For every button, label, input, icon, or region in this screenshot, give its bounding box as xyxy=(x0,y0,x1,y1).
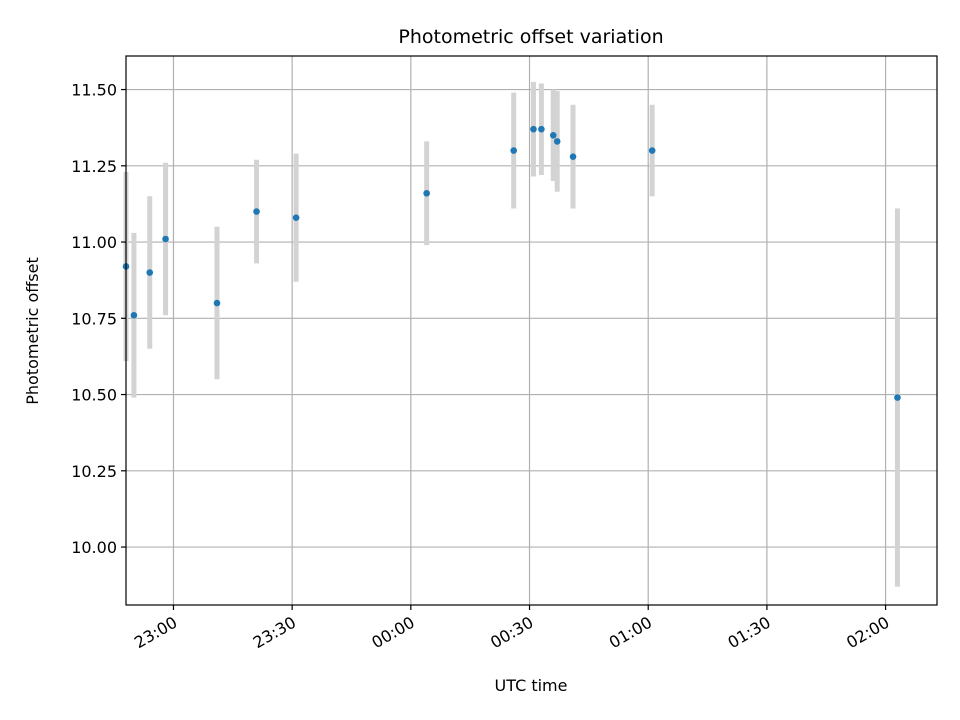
data-point xyxy=(146,269,154,276)
data-point xyxy=(549,132,557,139)
data-point xyxy=(213,299,221,307)
data-point xyxy=(510,147,517,154)
y-axis-label: Photometric offset xyxy=(23,257,42,405)
y-tick-label: 10.25 xyxy=(71,462,117,481)
chart-title: Photometric offset variation xyxy=(398,26,663,48)
y-tick-label: 11.25 xyxy=(71,157,117,176)
x-axis-label: UTC time xyxy=(495,676,568,695)
data-point xyxy=(130,311,138,319)
data-point xyxy=(162,235,169,243)
y-axis-ticks: 10.00 10.25 10.50 10.75 11.00 11.25 11.50 xyxy=(71,81,126,557)
y-tick-label: 10.75 xyxy=(71,309,117,328)
data-point xyxy=(648,147,656,154)
y-tick-label: 10.50 xyxy=(71,386,117,405)
data-point xyxy=(553,138,561,145)
grid xyxy=(126,56,937,605)
y-tick-label: 11.00 xyxy=(71,233,117,252)
y-tick-label: 11.50 xyxy=(71,81,117,100)
data-point xyxy=(423,189,430,197)
data-point xyxy=(292,214,300,221)
y-tick-label: 10.00 xyxy=(71,538,117,557)
data-point xyxy=(569,153,577,160)
plot-frame xyxy=(125,55,938,606)
data-point xyxy=(538,125,545,133)
data-point xyxy=(530,125,537,133)
data-points xyxy=(122,125,901,401)
data-point xyxy=(894,394,901,401)
data-point xyxy=(253,208,260,215)
